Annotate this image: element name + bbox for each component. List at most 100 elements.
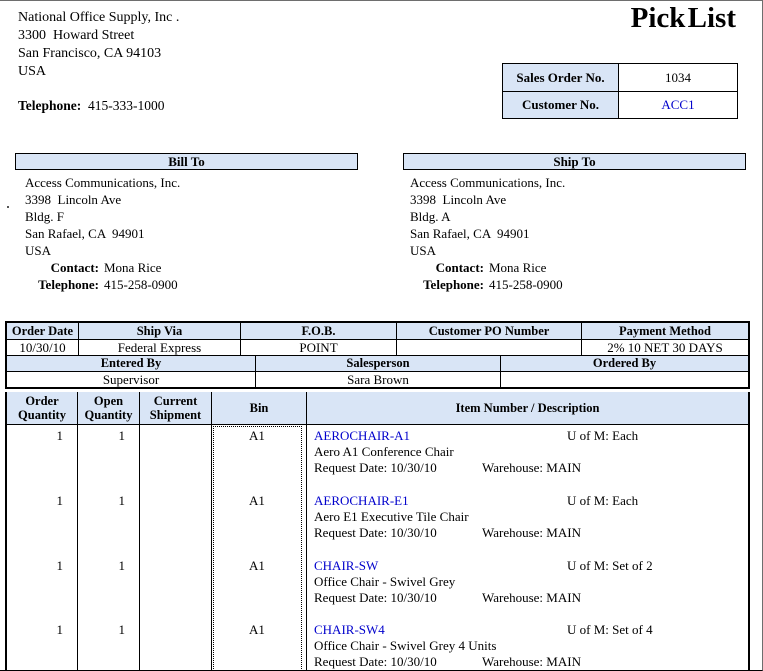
ship-to-country: USA (410, 243, 437, 258)
ship-via-header: Ship Via (78, 323, 240, 339)
ordered-by-value (500, 372, 748, 387)
bill-to-street: 3398 Lincoln Ave (25, 192, 122, 207)
bill-to-company: Access Communications, Inc. (25, 175, 181, 190)
customer-number-row: Customer No. ACC1 (503, 91, 737, 118)
stray-dot-mark (7, 206, 9, 208)
bin-value: A1 (249, 622, 265, 637)
uom-text: U of M: Set of 2 (567, 558, 653, 573)
order-quantity-value: 1 (56, 558, 64, 573)
page-title: Pick List (630, 2, 736, 34)
company-city: San Francisco, CA 94103 (18, 46, 162, 61)
order-quantity-value: 1 (56, 622, 64, 637)
item-number-link[interactable]: AEROCHAIR-E1 (314, 493, 409, 508)
bin-dotted-box (213, 426, 302, 670)
uom-text: U of M: Set of 4 (567, 622, 653, 637)
request-date-text: Request Date: 10/30/10 (314, 525, 437, 540)
order-quantity-value: 1 (56, 493, 64, 508)
request-date-text: Request Date: 10/30/10 (314, 590, 437, 605)
bin-value: A1 (249, 428, 265, 443)
bill-to-panel: Bill To Access Communications, Inc. 3398… (15, 153, 358, 293)
item-description-text: Aero E1 Executive Tile Chair (314, 509, 469, 524)
sales-order-label: Sales Order No. (503, 64, 619, 91)
column-divider (306, 425, 307, 670)
warehouse-text: Warehouse: MAIN (482, 590, 581, 605)
order-info-table: Order Date Ship Via F.O.B. Customer PO N… (5, 321, 750, 389)
item-description-text: Office Chair - Swivel Grey 4 Units (314, 638, 497, 653)
ship-to-address: Access Communications, Inc. 3398 Lincoln… (403, 174, 746, 293)
salesperson-value: Sara Brown (255, 372, 500, 387)
ship-to-header: Ship To (403, 153, 746, 170)
item-description-cell: CHAIR-SW4 U of M: Set of 4 Office Chair -… (314, 622, 744, 670)
order-date-header: Order Date (11, 323, 74, 338)
open-quantity-header: Open Quantity (77, 392, 139, 424)
bill-to-phone-value: 415-258-0900 (104, 277, 178, 292)
column-divider (139, 425, 140, 670)
ship-to-contact-label: Contact: (435, 260, 484, 275)
bill-to-bldg: Bldg. F (25, 209, 65, 224)
bill-to-address: Access Communications, Inc. 3398 Lincoln… (15, 174, 358, 293)
company-phone-label: Telephone: (18, 98, 82, 113)
payment-method-header: Payment Method (581, 323, 748, 339)
bill-to-phone-line: Telephone: 415-258-0900 (25, 276, 358, 293)
bill-to-contact-label: Contact: (50, 260, 99, 275)
column-divider (77, 425, 78, 670)
item-number-link[interactable]: AEROCHAIR-A1 (314, 428, 411, 443)
bin-value: A1 (249, 493, 265, 508)
sales-order-row: Sales Order No. 1034 (503, 64, 737, 91)
ship-to-phone-label: Telephone: (423, 277, 484, 292)
bill-to-phone-label: Telephone: (38, 277, 99, 292)
item-description-cell: AEROCHAIR-A1 U of M: Each Aero A1 Confere… (314, 428, 744, 476)
uom-text: U of M: Each (567, 428, 639, 443)
item-description-text: Office Chair - Swivel Grey (314, 574, 456, 589)
order-quantity-header: Order Quantity (18, 394, 66, 422)
ship-to-company: Access Communications, Inc. (410, 175, 566, 190)
item-number-description-header: Item Number / Description (306, 392, 748, 424)
bill-to-contact-value: Mona Rice (104, 260, 162, 275)
item-number-link[interactable]: CHAIR-SW4 (314, 622, 385, 637)
bill-to-contact-line: Contact: Mona Rice (25, 259, 358, 276)
request-date-text: Request Date: 10/30/10 (314, 460, 437, 475)
ship-to-phone-value: 415-258-0900 (489, 277, 563, 292)
uom-text: U of M: Each (567, 493, 639, 508)
item-row: 1 1 A1 CHAIR-SW4 U of M: Set of 4 Office … (7, 622, 748, 670)
ordered-by-header: Ordered By (500, 356, 748, 371)
fob-value: POINT (240, 340, 396, 355)
company-name: National Office Supply, Inc . (18, 10, 180, 25)
items-body: 1 1 A1 AEROCHAIR-A1 U of M: Each Aero A1 … (7, 425, 748, 670)
order-info-value-row-1: 10/30/10 Federal Express POINT 2% 10 NET… (7, 339, 748, 355)
item-number-link[interactable]: CHAIR-SW (314, 558, 379, 573)
warehouse-text: Warehouse: MAIN (482, 460, 581, 475)
item-description-cell: CHAIR-SW U of M: Set of 2 Office Chair - … (314, 558, 744, 606)
order-info-value-row-2: Supervisor Sara Brown (7, 371, 748, 387)
item-row: 1 1 A1 CHAIR-SW U of M: Set of 2 Office C… (7, 558, 748, 610)
open-quantity-value: 1 (118, 622, 126, 637)
request-date-text: Request Date: 10/30/10 (314, 654, 437, 669)
items-header-row: Order Quantity Open Quantity Current Shi… (7, 392, 748, 425)
company-phone-value: 415-333-1000 (88, 98, 165, 113)
bill-to-country: USA (25, 243, 52, 258)
ship-to-bldg: Bldg. A (410, 209, 451, 224)
items-table: Order Quantity Open Quantity Current Shi… (5, 392, 750, 670)
customer-po-value (396, 340, 581, 355)
warehouse-text: Warehouse: MAIN (482, 654, 581, 669)
order-number-box: Sales Order No. 1034 Customer No. ACC1 (502, 63, 738, 119)
customer-number-link[interactable]: ACC1 (661, 97, 695, 112)
column-divider (211, 425, 212, 670)
entered-by-value: Supervisor (102, 372, 160, 387)
salesperson-header: Salesperson (255, 356, 500, 371)
customer-po-header: Customer PO Number (396, 323, 581, 339)
company-street: 3300 Howard Street (18, 28, 135, 43)
ship-to-phone-line: Telephone: 415-258-0900 (410, 276, 746, 293)
item-description-text: Aero A1 Conference Chair (314, 444, 454, 459)
fob-header: F.O.B. (240, 323, 396, 339)
order-quantity-value: 1 (56, 428, 64, 443)
ship-to-contact-value: Mona Rice (489, 260, 547, 275)
order-info-header-row-2: Entered By Salesperson Ordered By (7, 355, 748, 371)
bin-value: A1 (249, 558, 265, 573)
item-row: 1 1 A1 AEROCHAIR-A1 U of M: Each Aero A1 … (7, 428, 748, 480)
ship-to-contact-line: Contact: Mona Rice (410, 259, 746, 276)
bin-header: Bin (211, 392, 306, 424)
company-address-block: National Office Supply, Inc . 3300 Howar… (18, 9, 179, 115)
customer-number-label: Customer No. (503, 92, 619, 118)
